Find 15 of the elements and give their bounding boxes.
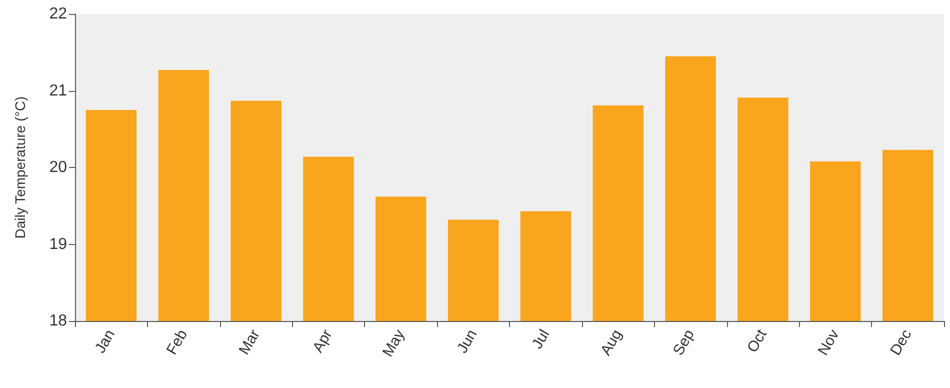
x-tick-label: Feb: [163, 326, 191, 358]
y-tick-label: 20: [49, 159, 68, 176]
x-tick-label: Mar: [236, 326, 264, 358]
x-tick-label: Dec: [887, 326, 916, 358]
x-tick-label: Oct: [744, 326, 771, 356]
y-tick-label: 19: [49, 236, 68, 253]
y-tick-label: 21: [49, 82, 68, 100]
y-tick-label: 18: [49, 312, 68, 330]
x-tick-label: Jan: [92, 326, 119, 356]
x-tick-label: Apr: [309, 326, 336, 356]
y-axis-title: Daily Temperature (°C): [12, 96, 28, 239]
x-tick-label: Jul: [528, 326, 554, 352]
y-tick-label: 22: [49, 6, 68, 22]
x-tick-label: Sep: [670, 326, 698, 358]
x-tick-label: Jun: [454, 326, 481, 356]
